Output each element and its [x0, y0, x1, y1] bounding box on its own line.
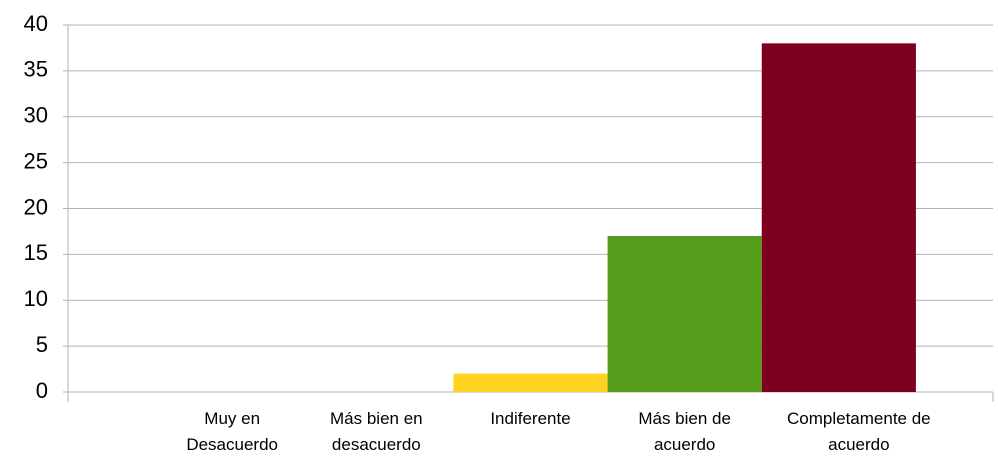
y-tick-label: 10	[24, 286, 48, 311]
x-tick-label: Más bien en desacuerdo	[330, 409, 423, 454]
y-tick-label: 0	[36, 378, 48, 403]
y-tick-label: 20	[24, 194, 48, 219]
x-tick-label: Más bien de acuerdo	[638, 409, 731, 454]
x-tick-label: Completamente de acuerdo	[787, 409, 931, 454]
y-tick-label: 30	[24, 103, 48, 128]
y-tick-label: 40	[24, 11, 48, 36]
bar	[453, 373, 608, 392]
x-tick-label: Indiferente	[490, 409, 571, 428]
x-tick-label: Muy en Desacuerdo	[186, 409, 278, 454]
y-tick-label: 25	[24, 148, 48, 173]
y-tick-label: 15	[24, 240, 48, 265]
y-tick-label: 5	[36, 332, 48, 357]
bar	[607, 236, 762, 392]
y-tick-label: 35	[24, 57, 48, 82]
bar	[761, 43, 916, 392]
